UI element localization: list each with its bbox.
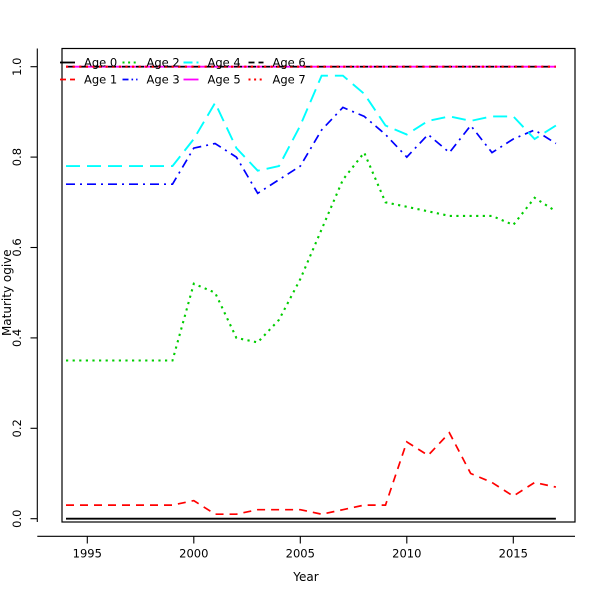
data-series	[66, 65, 557, 520]
legend-entry-age-3: Age 3	[122, 73, 180, 87]
legend: Age 0 Age 1 Age 2 Age 3 Age 4 Age 5 Age 6 Age 7	[60, 56, 306, 87]
y-tick-label: 1.0	[10, 58, 24, 76]
legend-entry-age-4: Age 4	[183, 56, 241, 70]
series-line-age-1	[66, 431, 557, 516]
legend-entry-age-6: Age 6	[248, 56, 306, 70]
legend-label: Age 2	[147, 56, 180, 70]
y-tick-label: 0.6	[10, 238, 24, 256]
series-line-age-2	[66, 150, 557, 362]
plot-box	[61, 47, 576, 523]
legend-entry-age-1: Age 1	[60, 73, 117, 87]
x-tick-label: 2015	[499, 547, 528, 561]
x-axis-title: Year	[292, 570, 318, 584]
legend-label: Age 0	[84, 56, 117, 70]
x-tick-label: 1995	[73, 547, 102, 561]
legend-label: Age 3	[147, 73, 180, 87]
legend-entry-age-2: Age 2	[122, 56, 180, 70]
legend-label: Age 6	[273, 56, 306, 70]
series-line-age-3	[66, 106, 557, 195]
y-tick-label: 0.8	[10, 148, 24, 166]
x-tick-label: 2000	[179, 547, 208, 561]
x-tick-label: 2005	[286, 547, 315, 561]
y-tick-label: 0.2	[10, 419, 24, 437]
x-tick-label: 2010	[392, 547, 421, 561]
legend-entry-age-0: Age 0	[60, 56, 117, 70]
legend-label: Age 5	[208, 73, 241, 87]
y-axis-title: Maturity ogive	[0, 249, 14, 336]
legend-entry-age-5: Age 5	[183, 73, 241, 87]
axes: 0.0 0.2 0.4 0.6 0.8 1.0 1995 2000 2005 2010 2015	[10, 47, 576, 561]
legend-label: Age 7	[273, 73, 306, 87]
y-tick-label: 0.0	[10, 510, 24, 528]
legend-entry-age-7: Age 7	[248, 73, 306, 87]
legend-label: Age 4	[208, 56, 241, 70]
series-line-age-4	[66, 74, 557, 172]
legend-label: Age 1	[84, 73, 117, 87]
y-tick-label: 0.4	[10, 329, 24, 347]
